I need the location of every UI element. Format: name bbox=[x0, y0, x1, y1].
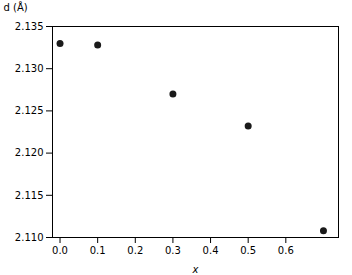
svg-text:2.130: 2.130 bbox=[15, 63, 44, 74]
svg-text:2.125: 2.125 bbox=[15, 105, 44, 116]
svg-text:0.0: 0.0 bbox=[52, 245, 68, 256]
svg-text:2.135: 2.135 bbox=[15, 21, 44, 32]
svg-text:0.5: 0.5 bbox=[240, 245, 256, 256]
svg-text:0.2: 0.2 bbox=[127, 245, 143, 256]
svg-text:2.115: 2.115 bbox=[15, 190, 44, 201]
svg-text:0.3: 0.3 bbox=[165, 245, 181, 256]
svg-text:0.6: 0.6 bbox=[278, 245, 294, 256]
svg-text:2.110: 2.110 bbox=[15, 232, 44, 243]
svg-text:x: x bbox=[192, 264, 199, 275]
svg-text:0.4: 0.4 bbox=[203, 245, 219, 256]
svg-text:2.120: 2.120 bbox=[15, 147, 44, 158]
svg-text:d (Å): d (Å) bbox=[4, 1, 28, 13]
svg-text:0.1: 0.1 bbox=[90, 245, 106, 256]
